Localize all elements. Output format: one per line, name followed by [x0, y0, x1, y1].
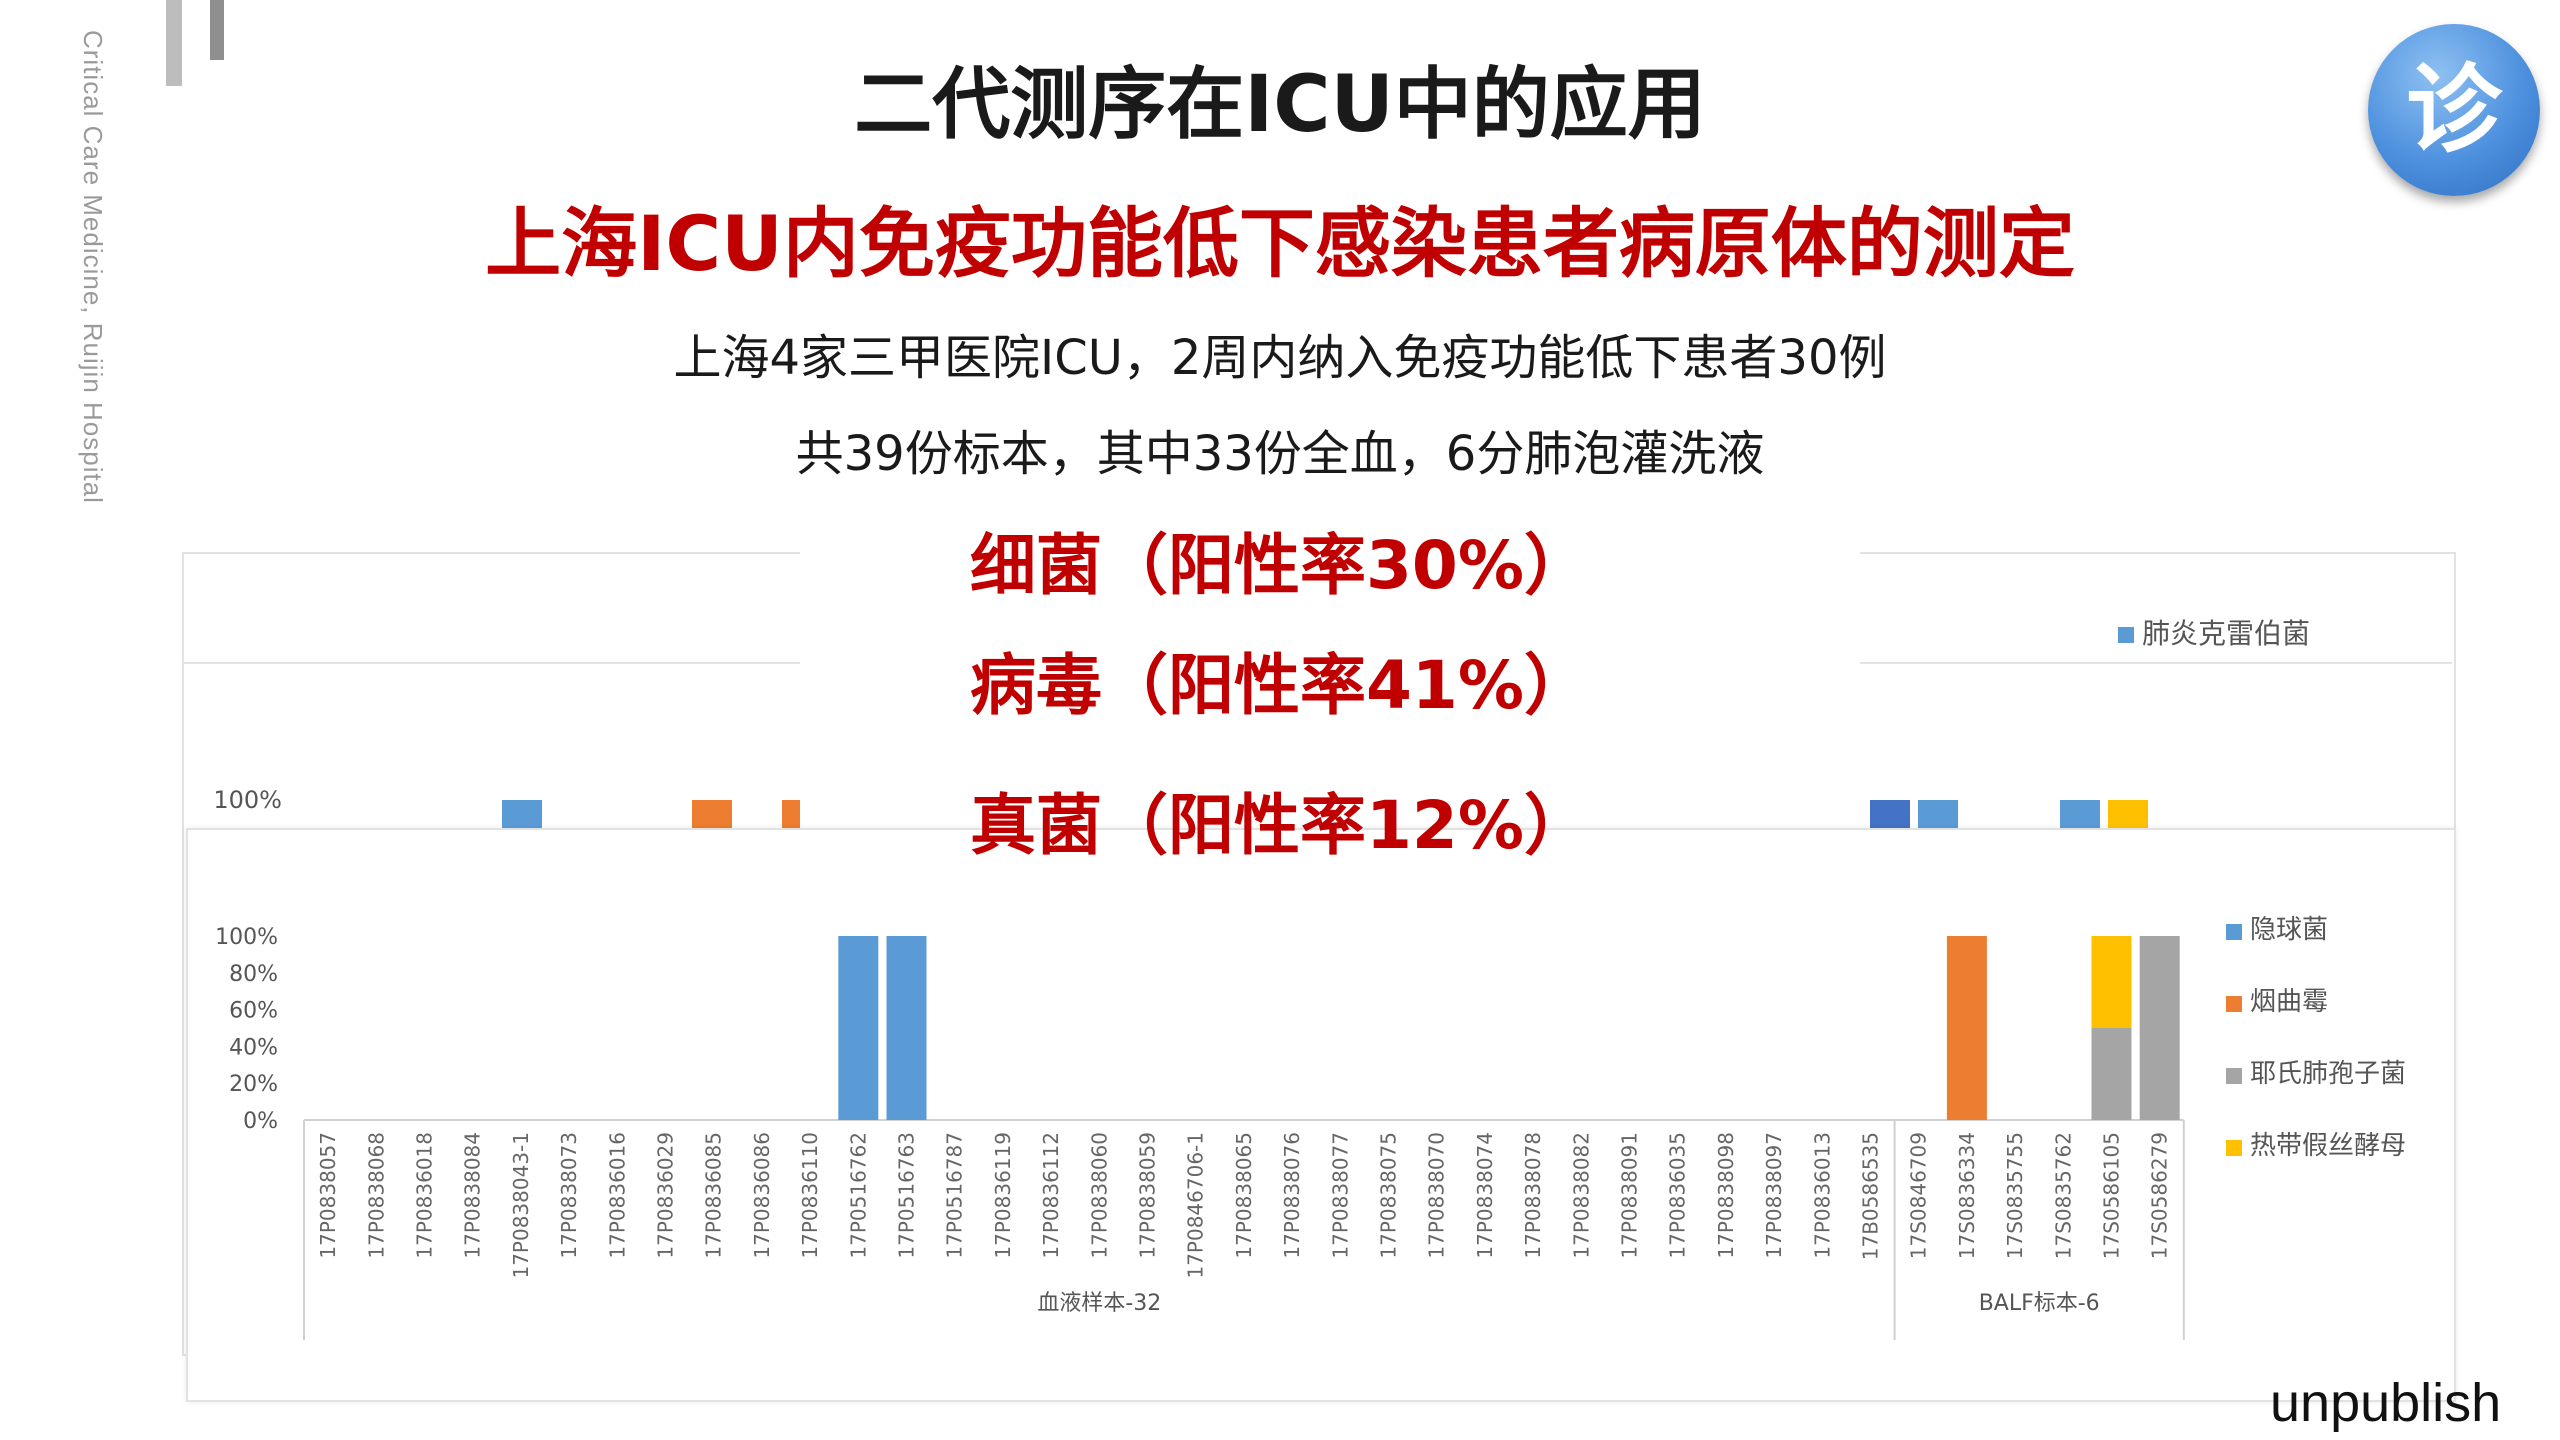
x-tick-label: 17P0836119	[991, 1132, 1015, 1259]
x-tick-label: 17P0838078	[1521, 1132, 1545, 1259]
description-line-2: 共39份标本，其中33份全血，6分肺泡灌洗液	[795, 426, 1765, 482]
bar-segment	[838, 936, 879, 1120]
background-bar	[1870, 800, 1910, 828]
x-tick-label: 17P0838082	[1569, 1132, 1593, 1259]
legend-label: 隐球菌	[2250, 915, 2328, 945]
legend-swatch	[2226, 996, 2242, 1012]
x-tick-label: 17P0836035	[1666, 1132, 1690, 1259]
x-tick-label: 17P0836112	[1039, 1132, 1063, 1259]
group-label: 血液样本-32	[1037, 1291, 1161, 1316]
x-tick-label: 17P0838065	[1232, 1132, 1256, 1259]
x-tick-label: 17B0586535	[1859, 1132, 1883, 1260]
x-tick-label: 17P0838043-1	[509, 1132, 533, 1279]
x-tick-label: 17P0838098	[1714, 1132, 1738, 1259]
x-tick-label: 17P0836029	[654, 1132, 678, 1259]
decor-bar-dark	[210, 0, 224, 60]
x-tick-label: 17P0838060	[1087, 1132, 1111, 1259]
x-tick-label: 17S0586279	[2148, 1132, 2172, 1259]
y-tick-label: 60%	[229, 999, 278, 1024]
x-tick-label: 17P0838059	[1136, 1132, 1160, 1259]
x-tick-label: 17P0838074	[1473, 1132, 1497, 1259]
decor-bar-light	[166, 0, 182, 86]
x-tick-label: 17P0836110	[798, 1132, 822, 1259]
group-label: BALF标本-6	[1979, 1291, 2100, 1316]
x-tick-label: 17P0838097	[1762, 1132, 1786, 1259]
y-tick-label: 100%	[215, 925, 278, 950]
x-tick-label: 17P0838076	[1280, 1132, 1304, 1259]
back-legend-label: 肺炎克雷伯菌	[2142, 617, 2311, 650]
unpublish-watermark: unpublish	[2270, 1373, 2502, 1433]
x-tick-label: 17P0838077	[1328, 1132, 1352, 1259]
back-legend-item: 肺炎克雷伯菌	[2118, 612, 2310, 652]
x-tick-label: 17P0838084	[461, 1132, 485, 1259]
x-tick-label: 17S0846709	[1907, 1132, 1931, 1259]
legend-label: 热带假丝酵母	[2250, 1131, 2406, 1161]
x-tick-label: 17S0836334	[1955, 1132, 1979, 1259]
x-tick-label: 17S0586105	[2100, 1132, 2124, 1259]
x-tick-label: 17P0846706-1	[1184, 1132, 1208, 1279]
background-bar	[502, 800, 542, 828]
y-tick-label: 20%	[229, 1072, 278, 1097]
x-tick-label: 17P0516762	[846, 1132, 870, 1259]
fungi-chart-panel: 100% 80% 60% 40% 20% 0% 17P0838057 17P0838068 17…	[186, 828, 2456, 1402]
diagnosis-badge: 诊	[2368, 24, 2540, 196]
legend-swatch	[2118, 627, 2134, 643]
bar-segment	[886, 936, 927, 1120]
background-bar	[2060, 800, 2100, 828]
x-tick-label: 17P0836086	[750, 1132, 774, 1259]
x-tick-label: 17P0838068	[364, 1132, 388, 1259]
y-tick-label: 40%	[229, 1035, 278, 1060]
bar-segment	[2139, 936, 2180, 1120]
x-tick-label: 17P0516787	[943, 1132, 967, 1259]
bar-segment	[1946, 936, 1987, 1120]
result-bacteria: 细菌（阳性率30%）	[970, 527, 1590, 604]
description-line-1: 上海4家三甲医院ICU，2周内纳入免疫功能低下患者30例	[673, 330, 1887, 386]
result-virus: 病毒（阳性率41%）	[970, 647, 1590, 724]
background-bar	[2108, 800, 2148, 828]
bar-segment	[2091, 1028, 2132, 1120]
x-tick-label: 17P0836016	[605, 1132, 629, 1259]
x-tick-label: 17P0836018	[413, 1132, 437, 1259]
back-y-tick: 100%	[213, 786, 282, 814]
legend-label: 耶氏肺孢子菌	[2250, 1059, 2406, 1089]
legend-swatch	[2226, 924, 2242, 940]
x-tick-label: 17S0835762	[2051, 1132, 2075, 1259]
bar-segment	[2091, 936, 2132, 1028]
x-tick-label: 17P0838070	[1425, 1132, 1449, 1259]
background-bar	[692, 800, 732, 828]
x-tick-label: 17S0835755	[2003, 1132, 2027, 1259]
fungi-chart: 100% 80% 60% 40% 20% 0% 17P0838057 17P0838068 17…	[215, 915, 2406, 1340]
x-tick-label: 17P0838073	[557, 1132, 581, 1259]
page-subtitle: 上海ICU内免疫功能低下感染患者病原体的测定	[485, 199, 2075, 288]
legend-label: 烟曲霉	[2250, 987, 2328, 1017]
x-tick-label: 17P0836013	[1810, 1132, 1834, 1259]
y-tick-label: 0%	[243, 1109, 278, 1134]
result-fungi: 真菌（阳性率12%）	[970, 787, 1590, 864]
results-mask	[800, 505, 1860, 845]
legend-swatch	[2226, 1140, 2242, 1156]
background-bar	[1918, 800, 1958, 828]
legend-swatch	[2226, 1068, 2242, 1084]
x-tick-label: 17P0516763	[895, 1132, 919, 1259]
x-tick-label: 17P0836085	[702, 1132, 726, 1259]
page-title: 二代测序在ICU中的应用	[854, 60, 1706, 150]
x-tick-label: 17P0838091	[1618, 1132, 1642, 1259]
x-tick-label: 17P0838075	[1377, 1132, 1401, 1259]
y-tick-label: 80%	[229, 962, 278, 987]
x-tick-label: 17P0838057	[316, 1132, 340, 1259]
